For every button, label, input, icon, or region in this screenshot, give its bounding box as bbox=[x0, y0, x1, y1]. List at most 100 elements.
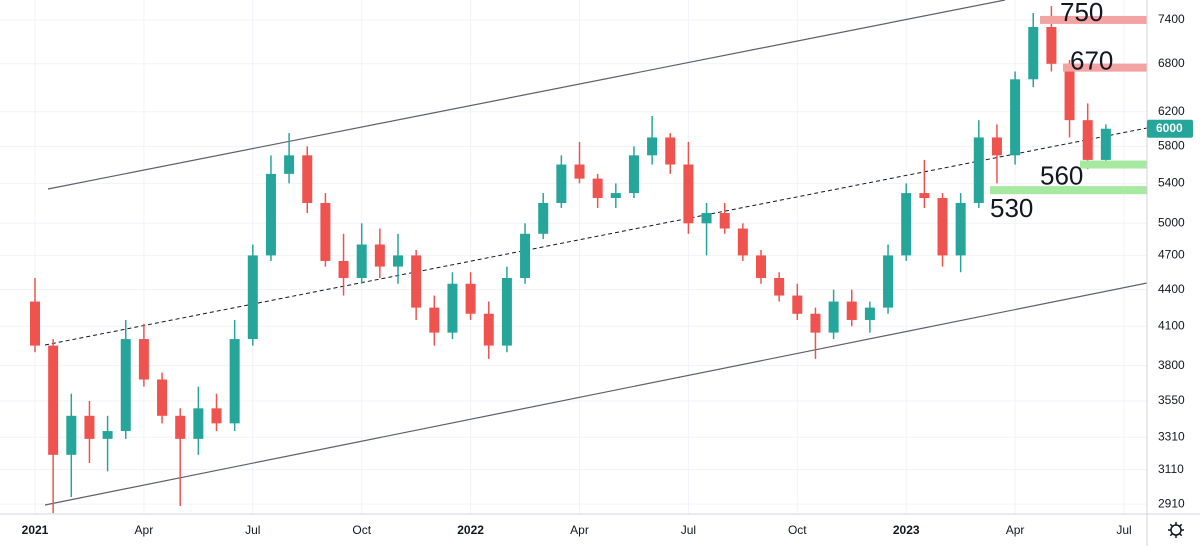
y-tick-label: 6800 bbox=[1158, 56, 1185, 70]
level-line bbox=[1063, 63, 1147, 72]
y-tick-label: 6200 bbox=[1158, 104, 1185, 118]
candle-body bbox=[302, 155, 313, 203]
last-price-box bbox=[1147, 119, 1193, 138]
candle-body bbox=[973, 137, 984, 203]
candle-body bbox=[465, 283, 476, 314]
level-label: 670 bbox=[1070, 46, 1113, 76]
candle-body bbox=[30, 301, 40, 346]
level-line bbox=[1080, 160, 1147, 169]
candle-body bbox=[338, 260, 349, 278]
gear-teeth[interactable] bbox=[1168, 522, 1184, 538]
candle-body bbox=[102, 431, 113, 439]
candle-body bbox=[66, 415, 77, 455]
candle-body bbox=[864, 307, 875, 320]
last-price-label: 6000 bbox=[1156, 121, 1183, 135]
candle-body bbox=[991, 137, 1002, 156]
level-line bbox=[990, 186, 1147, 195]
candle-body bbox=[247, 255, 258, 340]
x-tick-label: Apr bbox=[1006, 523, 1025, 537]
candle-body bbox=[229, 339, 240, 424]
candle-body bbox=[737, 228, 748, 256]
level-label: 530 bbox=[990, 193, 1033, 223]
candle-body bbox=[356, 244, 367, 278]
x-tick-label: 2022 bbox=[457, 523, 484, 537]
candle-body bbox=[919, 193, 930, 199]
candle-body bbox=[701, 213, 712, 224]
grid bbox=[0, 0, 1147, 514]
y-tick-label: 5000 bbox=[1158, 215, 1185, 229]
level-label: 560 bbox=[1040, 160, 1083, 190]
level-line bbox=[1040, 15, 1147, 24]
y-tick-label: 3800 bbox=[1158, 358, 1185, 372]
x-tick-label: Apr bbox=[570, 523, 589, 537]
candle-body bbox=[120, 339, 131, 432]
candle-body bbox=[719, 213, 730, 229]
candle-body bbox=[955, 202, 966, 256]
plot bbox=[30, 6, 1147, 514]
candle-body bbox=[48, 345, 59, 455]
candle-body bbox=[211, 408, 222, 424]
candle-body bbox=[592, 178, 603, 199]
candle-body bbox=[901, 193, 912, 256]
channel bbox=[44, 0, 1148, 506]
y-tick-label: 4700 bbox=[1158, 248, 1185, 262]
candle-body bbox=[374, 244, 385, 267]
candle-body bbox=[393, 255, 403, 267]
candle-body bbox=[1046, 26, 1057, 64]
y-tick-label: 4400 bbox=[1158, 282, 1185, 296]
candle-body bbox=[828, 301, 839, 333]
candle-body bbox=[538, 202, 549, 234]
y-tick-label: 3310 bbox=[1158, 429, 1185, 443]
channel-middle bbox=[44, 127, 1148, 346]
candle-body bbox=[1064, 63, 1075, 121]
candle-body bbox=[175, 415, 186, 439]
candle-body bbox=[683, 164, 694, 224]
channel-lower bbox=[44, 282, 1148, 506]
candle-body bbox=[157, 379, 168, 416]
candle-body bbox=[810, 313, 821, 333]
candle-body bbox=[628, 155, 639, 194]
candle-body bbox=[501, 277, 512, 346]
candle-body bbox=[411, 255, 422, 308]
candle-body bbox=[665, 137, 676, 165]
y-tick-label: 3110 bbox=[1158, 462, 1184, 476]
x-tick-label: Jul bbox=[1116, 523, 1131, 537]
x-tick-label: Oct bbox=[788, 523, 807, 537]
x-tick-label: Oct bbox=[352, 523, 371, 537]
candle-body bbox=[937, 198, 948, 256]
candle-body bbox=[774, 277, 785, 296]
y-tick-label: 5800 bbox=[1158, 138, 1185, 152]
level-label: 750 bbox=[1060, 0, 1103, 27]
x-tick-label: 2023 bbox=[893, 523, 920, 537]
candle-body bbox=[883, 255, 894, 308]
y-tick-label: 3550 bbox=[1158, 393, 1185, 407]
candle-body bbox=[483, 313, 494, 346]
candle-body bbox=[284, 155, 295, 174]
candle-body bbox=[320, 202, 331, 261]
candle-body bbox=[792, 295, 803, 314]
channel-upper bbox=[47, 0, 1006, 190]
settings-icon[interactable] bbox=[1168, 522, 1184, 538]
candle-body bbox=[138, 339, 149, 380]
candle-body bbox=[756, 255, 766, 278]
x-tick-label: Jul bbox=[681, 523, 696, 537]
candle-body bbox=[84, 415, 95, 439]
candle-body bbox=[574, 164, 585, 179]
candle-body bbox=[1028, 26, 1039, 80]
candle-body bbox=[610, 193, 621, 199]
candle-body bbox=[647, 137, 658, 156]
candle-body bbox=[1082, 120, 1093, 160]
y-tick-label: 4100 bbox=[1158, 318, 1185, 332]
y-tick-label: 5400 bbox=[1158, 176, 1185, 190]
candle-body bbox=[520, 233, 531, 278]
candle-body bbox=[429, 307, 440, 333]
y-tick-label: 2910 bbox=[1158, 496, 1185, 510]
x-tick-label: 2021 bbox=[22, 523, 49, 537]
candle-body bbox=[1100, 128, 1111, 160]
candle-body bbox=[556, 164, 567, 203]
x-tick-label: Apr bbox=[135, 523, 154, 537]
y-tick-label: 7400 bbox=[1158, 12, 1185, 26]
candle-body bbox=[447, 283, 458, 333]
candle-body bbox=[846, 301, 857, 320]
